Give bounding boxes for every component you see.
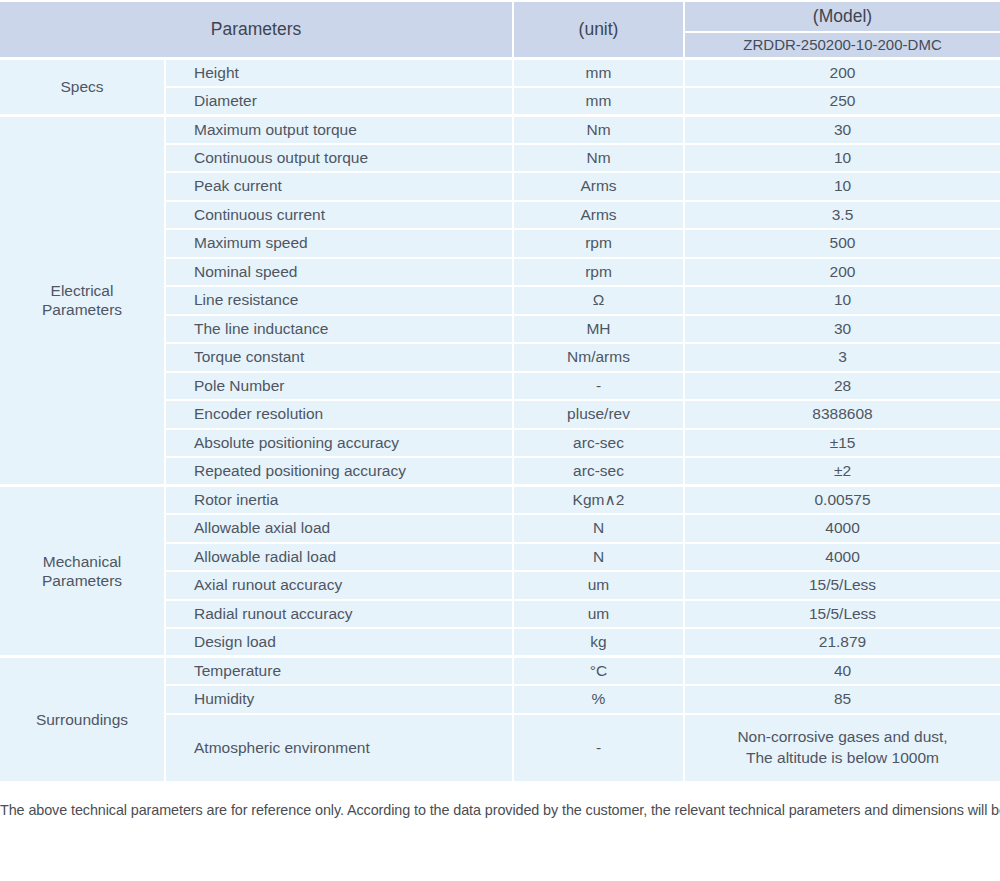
value-cell: ±15 [684,429,1000,458]
param-cell: Absolute positioning accuracy [165,429,513,458]
value-cell: 200 [684,258,1000,287]
unit-cell: Nm [513,115,684,144]
value-cell: 85 [684,685,1000,714]
value-cell: 3.5 [684,201,1000,230]
footer-note: The above technical parameters are for r… [0,802,1000,818]
value-cell: 4000 [684,543,1000,572]
header-model-number: ZRDDR-250200-10-200-DMC [684,32,1000,58]
param-cell: Atmospheric environment [165,714,513,782]
param-cell: Repeated positioning accuracy [165,457,513,486]
param-cell: Rotor inertia [165,486,513,515]
value-cell: 30 [684,115,1000,144]
value-cell: 15/5/Less [684,571,1000,600]
value-cell: ±2 [684,457,1000,486]
param-cell: The line inductance [165,315,513,344]
value-cell: 10 [684,172,1000,201]
table-row: Surroundings Temperature °C 40 [0,657,1000,686]
param-cell: Nominal speed [165,258,513,287]
param-cell: Peak current [165,172,513,201]
header-parameters: Parameters [0,2,513,58]
table-header: Parameters (unit) (Model) ZRDDR-250200-1… [0,2,1000,58]
param-cell: Allowable axial load [165,514,513,543]
unit-cell: °C [513,657,684,686]
param-cell: Allowable radial load [165,543,513,572]
param-cell: Humidity [165,685,513,714]
unit-cell: Nm/arms [513,343,684,372]
param-cell: Design load [165,628,513,657]
unit-cell: arc-sec [513,457,684,486]
unit-cell: um [513,571,684,600]
value-cell: 250 [684,87,1000,116]
unit-cell: - [513,372,684,401]
unit-cell: - [513,714,684,782]
value-cell: 8388608 [684,400,1000,429]
param-cell: Temperature [165,657,513,686]
param-cell: Line resistance [165,286,513,315]
group-label: Surroundings [36,710,128,729]
unit-cell: Arms [513,172,684,201]
group-cell-mechanical: Mechanical Parameters [0,486,165,657]
unit-cell: Arms [513,201,684,230]
param-cell: Pole Number [165,372,513,401]
group-label: Electrical Parameters [26,281,138,320]
value-cell: 500 [684,229,1000,258]
table-row: Specs Height mm 200 [0,58,1000,87]
unit-cell: rpm [513,229,684,258]
unit-cell: Kgm∧2 [513,486,684,515]
group-cell-electrical: Electrical Parameters [0,115,165,486]
param-cell: Radial runout accuracy [165,600,513,629]
value-cell: 3 [684,343,1000,372]
value-cell: 28 [684,372,1000,401]
param-cell: Continuous current [165,201,513,230]
unit-cell: Nm [513,144,684,173]
group-label: Mechanical Parameters [26,552,138,591]
unit-cell: um [513,600,684,629]
value-cell: 10 [684,144,1000,173]
unit-cell: N [513,514,684,543]
header-unit: (unit) [513,2,684,58]
parameters-table: Parameters (unit) (Model) ZRDDR-250200-1… [0,2,1000,783]
group-cell-specs: Specs [0,58,165,115]
param-cell: Continuous output torque [165,144,513,173]
value-cell: 200 [684,58,1000,87]
value-cell: 15/5/Less [684,600,1000,629]
table-row: Mechanical Parameters Rotor inertia Kgm∧… [0,486,1000,515]
param-cell: Maximum speed [165,229,513,258]
unit-cell: rpm [513,258,684,287]
unit-cell: N [513,543,684,572]
param-cell: Maximum output torque [165,115,513,144]
param-cell: Torque constant [165,343,513,372]
value-cell: 4000 [684,514,1000,543]
value-cell: 30 [684,315,1000,344]
value-cell: Non-corrosive gases and dust, The altitu… [684,714,1000,782]
value-cell: 40 [684,657,1000,686]
unit-cell: MH [513,315,684,344]
value-cell: 10 [684,286,1000,315]
table-row: Electrical Parameters Maximum output tor… [0,115,1000,144]
unit-cell: mm [513,87,684,116]
param-cell: Encoder resolution [165,400,513,429]
unit-cell: pluse/rev [513,400,684,429]
unit-cell: % [513,685,684,714]
unit-cell: kg [513,628,684,657]
header-model: (Model) [684,2,1000,32]
unit-cell: arc-sec [513,429,684,458]
param-cell: Diameter [165,87,513,116]
param-cell: Axial runout accuracy [165,571,513,600]
value-cell: 0.00575 [684,486,1000,515]
param-cell: Height [165,58,513,87]
group-label: Specs [60,77,103,96]
group-cell-surroundings: Surroundings [0,657,165,782]
value-cell: 21.879 [684,628,1000,657]
unit-cell: Ω [513,286,684,315]
unit-cell: mm [513,58,684,87]
